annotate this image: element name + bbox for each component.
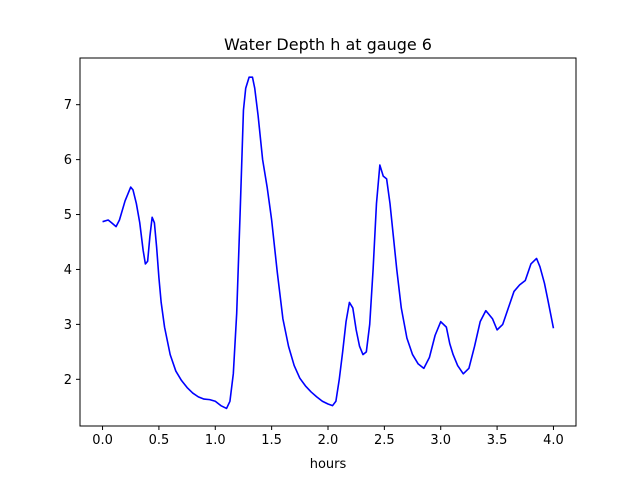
x-tick-label: 3.5 (487, 433, 508, 448)
chart-title: Water Depth h at gauge 6 (224, 35, 432, 54)
y-tick-label: 6 (64, 153, 72, 168)
plot-area: 0.0 0.5 1.0 1.5 2.0 2.5 3.0 3.5 4.0 2 3 4 5 6 7 (64, 57, 577, 448)
x-tick-label: 3.0 (430, 433, 451, 448)
x-axis-label: hours (310, 457, 347, 472)
series-line-0 (102, 76, 555, 410)
y-tick-label: 5 (64, 208, 72, 223)
x-tick-label: 2.5 (374, 433, 395, 448)
y-tick-label: 7 (64, 98, 72, 113)
y-tick-label: 2 (64, 373, 72, 388)
y-tick-label: 4 (64, 263, 72, 278)
plot-frame (79, 57, 577, 427)
y-tick-label: 3 (64, 318, 72, 333)
x-tick-label: 1.5 (261, 433, 282, 448)
x-tick-label: 0.5 (149, 433, 170, 448)
x-tick-label: 1.0 (205, 433, 226, 448)
x-tick-label: 2.0 (318, 433, 339, 448)
x-tick-label: 4.0 (543, 433, 564, 448)
x-tick-label: 0.0 (92, 433, 113, 448)
